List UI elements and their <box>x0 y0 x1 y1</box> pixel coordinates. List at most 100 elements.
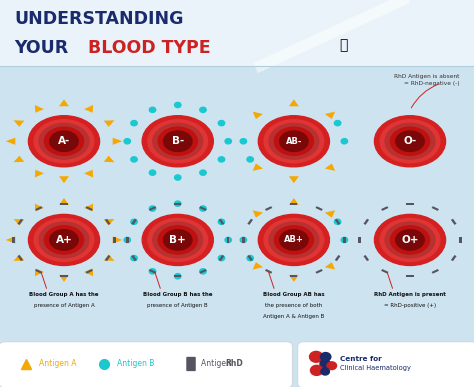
Text: 🩸: 🩸 <box>339 39 347 53</box>
Text: UNDERSTANDING: UNDERSTANDING <box>14 10 184 28</box>
Polygon shape <box>325 163 335 171</box>
Polygon shape <box>35 204 44 211</box>
Polygon shape <box>315 269 323 274</box>
Polygon shape <box>61 203 67 205</box>
Polygon shape <box>84 204 93 211</box>
Polygon shape <box>113 237 116 243</box>
Polygon shape <box>85 206 93 211</box>
Ellipse shape <box>45 226 83 254</box>
Polygon shape <box>113 236 122 243</box>
Polygon shape <box>290 203 298 205</box>
Text: BLOOD TYPE: BLOOD TYPE <box>88 39 210 57</box>
Circle shape <box>310 351 323 362</box>
FancyBboxPatch shape <box>0 342 292 387</box>
Circle shape <box>321 368 329 375</box>
Polygon shape <box>113 138 122 145</box>
Polygon shape <box>253 163 263 171</box>
Text: AB-: AB- <box>286 137 302 146</box>
Text: RhD Antigen is present: RhD Antigen is present <box>374 292 446 297</box>
Polygon shape <box>6 138 15 145</box>
FancyBboxPatch shape <box>186 357 196 371</box>
Ellipse shape <box>274 226 313 254</box>
Polygon shape <box>84 105 93 113</box>
Ellipse shape <box>380 219 440 261</box>
Ellipse shape <box>158 226 197 254</box>
Polygon shape <box>149 206 156 211</box>
Polygon shape <box>242 237 245 243</box>
Circle shape <box>218 219 225 224</box>
Polygon shape <box>364 219 369 225</box>
Circle shape <box>341 139 347 144</box>
Text: YOUR: YOUR <box>14 39 74 57</box>
Circle shape <box>320 360 330 368</box>
Ellipse shape <box>385 123 435 159</box>
Polygon shape <box>325 111 335 119</box>
Polygon shape <box>104 254 115 261</box>
Ellipse shape <box>148 219 208 261</box>
Text: presence of Antigen A: presence of Antigen A <box>34 303 94 308</box>
Ellipse shape <box>153 123 202 159</box>
Polygon shape <box>199 206 207 211</box>
Polygon shape <box>199 269 207 274</box>
Text: A+: A+ <box>55 235 73 245</box>
Ellipse shape <box>258 214 329 265</box>
Circle shape <box>327 362 337 370</box>
Polygon shape <box>131 255 137 261</box>
Text: O-: O- <box>403 136 417 146</box>
Text: RhD Antigen is absent
= RhD-negative (-): RhD Antigen is absent = RhD-negative (-) <box>394 74 460 86</box>
Polygon shape <box>35 269 43 274</box>
Polygon shape <box>290 275 298 277</box>
Polygon shape <box>60 275 67 277</box>
Polygon shape <box>289 275 299 282</box>
Polygon shape <box>253 111 263 119</box>
Circle shape <box>174 175 181 180</box>
Circle shape <box>247 255 254 261</box>
Circle shape <box>124 237 130 243</box>
Circle shape <box>247 157 254 162</box>
Text: Blood Group B has the: Blood Group B has the <box>143 292 212 297</box>
Circle shape <box>200 269 206 274</box>
Circle shape <box>200 107 206 113</box>
Text: Antigen A: Antigen A <box>39 359 76 368</box>
Circle shape <box>225 139 231 144</box>
Polygon shape <box>104 120 115 127</box>
Circle shape <box>174 201 181 206</box>
Ellipse shape <box>39 123 89 159</box>
Polygon shape <box>149 269 156 274</box>
Polygon shape <box>35 105 44 113</box>
Polygon shape <box>407 203 413 205</box>
Ellipse shape <box>380 120 440 163</box>
Polygon shape <box>59 176 69 183</box>
Polygon shape <box>85 269 93 274</box>
Polygon shape <box>407 275 413 277</box>
Polygon shape <box>247 255 253 261</box>
Polygon shape <box>335 255 340 261</box>
Circle shape <box>225 237 231 243</box>
Polygon shape <box>451 255 456 261</box>
Ellipse shape <box>374 214 446 265</box>
Polygon shape <box>18 255 23 261</box>
Polygon shape <box>358 237 361 243</box>
Polygon shape <box>6 236 15 243</box>
Polygon shape <box>265 269 273 274</box>
Polygon shape <box>35 269 44 276</box>
Circle shape <box>218 120 225 126</box>
Polygon shape <box>59 198 69 205</box>
Ellipse shape <box>396 131 424 151</box>
Polygon shape <box>451 219 456 225</box>
Polygon shape <box>459 237 462 243</box>
Polygon shape <box>84 170 93 178</box>
Circle shape <box>334 120 341 126</box>
Polygon shape <box>104 219 115 226</box>
Polygon shape <box>253 210 263 218</box>
Text: AB+: AB+ <box>284 235 304 245</box>
Polygon shape <box>13 120 24 127</box>
Ellipse shape <box>142 116 213 167</box>
Ellipse shape <box>153 222 202 258</box>
Ellipse shape <box>34 120 94 163</box>
Circle shape <box>124 139 130 144</box>
Text: the presence of both: the presence of both <box>265 303 322 308</box>
Circle shape <box>240 139 246 144</box>
Polygon shape <box>325 210 335 218</box>
Circle shape <box>320 353 331 361</box>
